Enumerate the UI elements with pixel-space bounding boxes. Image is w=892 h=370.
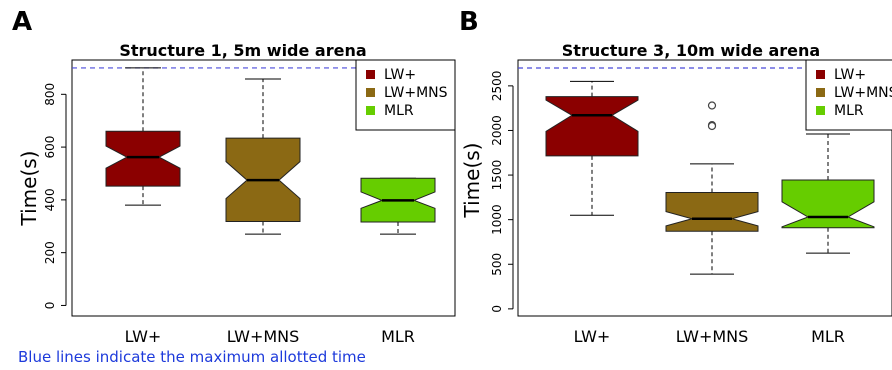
x-tick-label-a: LW+: [125, 327, 162, 346]
legend-swatch: [816, 88, 825, 97]
plot-area-b: 0 500 1000 1500 2000 2500 LW+ LW+MNS MLR LW+ LW+MN…: [490, 59, 892, 346]
plot-frame-a: [71, 59, 456, 317]
legend-b: LW+ LW+MNS MLR: [805, 59, 892, 131]
box-mlr-a: [360, 177, 436, 235]
y-tick-label-b: 500: [490, 253, 504, 276]
chart-title-a: Structure 1, 5m wide arena: [119, 41, 366, 60]
y-tick-label-b: 1000: [490, 204, 504, 235]
panel-letter-b: B: [459, 7, 479, 37]
panel-a: A Structure 1, 5m wide arena Time(s) 0 20…: [12, 7, 456, 346]
legend-label: LW+: [384, 67, 416, 83]
panel-letter-a: A: [12, 7, 32, 37]
box-body: [665, 191, 759, 232]
y-tick-label-a: 600: [43, 136, 57, 159]
box-body: [545, 96, 639, 157]
legend-swatch: [366, 70, 375, 79]
box-body: [105, 130, 181, 187]
x-tick-label-a: LW+MNS: [227, 327, 300, 346]
x-tick-label-b: LW+MNS: [676, 327, 749, 346]
outlier-point: [707, 101, 717, 110]
legend-a: LW+ LW+MNS MLR: [355, 59, 456, 131]
y-tick-label-a: 0: [43, 302, 57, 310]
y-tick-label-a: 400: [43, 188, 57, 211]
plot-frame-b: [517, 59, 892, 317]
outlier-point: [707, 121, 717, 131]
y-axis-label-a: Time(s): [17, 151, 41, 227]
y-tick-label-a: 800: [43, 83, 57, 106]
plot-area-a: 0 200 400 600 800 LW+ LW+MNS MLR LW+ LW+MNS MLR: [43, 59, 456, 346]
box-body: [781, 179, 875, 229]
legend-label: MLR: [384, 103, 414, 119]
box-lwplus-b: [545, 80, 639, 216]
y-tick-label-b: 2000: [490, 115, 504, 146]
legend-label: LW+: [834, 67, 866, 83]
x-tick-label-a: MLR: [381, 327, 415, 346]
y-tick-label-b: 2500: [490, 71, 504, 102]
box-lwplus-a: [105, 67, 181, 206]
legend-label: LW+MNS: [834, 85, 892, 101]
legend-swatch: [816, 106, 825, 115]
box-lwplusmns-b: [665, 101, 759, 275]
chart-title-b: Structure 3, 10m wide arena: [562, 41, 820, 60]
legend-swatch: [816, 70, 825, 79]
box-mlr-b: [781, 133, 875, 254]
x-tick-label-b: LW+: [574, 327, 611, 346]
x-tick-label-b: MLR: [811, 327, 845, 346]
box-lwplusmns-a: [225, 78, 301, 235]
y-tick-label-b: 0: [490, 305, 504, 313]
legend-swatch: [366, 88, 375, 97]
legend-swatch: [366, 106, 375, 115]
panel-b: B Structure 3, 10m wide arena Time(s) 0 5…: [459, 7, 892, 346]
y-axis-label-b: Time(s): [460, 143, 484, 219]
y-tick-label-a: 200: [43, 241, 57, 264]
legend-label: LW+MNS: [384, 85, 448, 101]
y-tick-label-b: 1500: [490, 160, 504, 191]
caption: Blue lines indicate the maximum allotted…: [18, 348, 366, 366]
legend-label: MLR: [834, 103, 864, 119]
